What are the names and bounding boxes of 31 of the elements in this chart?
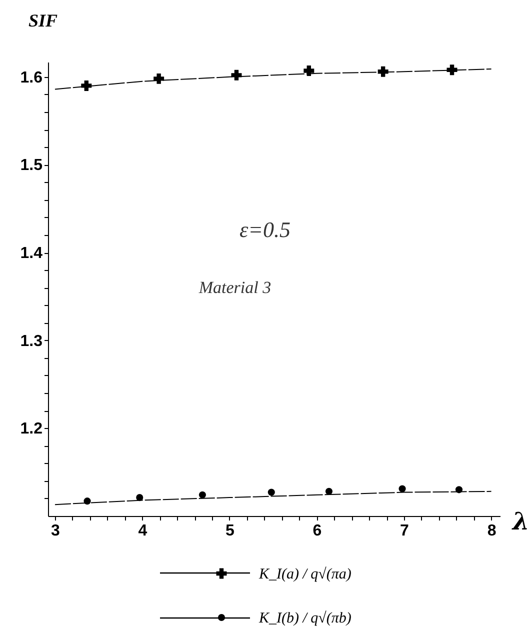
point <box>398 485 406 492</box>
annotation: ε=0.5 <box>239 217 291 242</box>
y-axis-title: SIF <box>28 10 58 30</box>
x-tick-label: 4 <box>138 522 148 540</box>
point <box>378 66 388 77</box>
point <box>136 494 144 502</box>
point <box>84 498 91 505</box>
x-axis-title: λ <box>512 506 530 536</box>
legend-label: K_I(a) / q√(πa) <box>258 566 352 582</box>
point <box>231 70 242 80</box>
legend-label: K_I(b) / q√(πb) <box>258 610 352 626</box>
x-tick-label: 3 <box>51 522 60 540</box>
annotation: Material 3 <box>198 278 272 297</box>
y-tick-label: 1.3 <box>20 332 43 350</box>
x-tick-label: 5 <box>226 522 235 540</box>
point <box>268 488 275 496</box>
point <box>198 491 206 498</box>
point <box>81 80 92 91</box>
x-tick-label: 8 <box>487 522 496 540</box>
x-tick-label: 7 <box>400 522 410 540</box>
x-tick-label: 6 <box>312 522 322 540</box>
y-tick-label: 1.2 <box>20 420 43 438</box>
point <box>455 486 463 494</box>
y-tick-label: 1.4 <box>20 245 43 262</box>
y-tick-label: 1.6 <box>20 69 43 86</box>
y-tick-label: 1.5 <box>20 157 43 174</box>
line-series <box>54 68 492 90</box>
point <box>325 488 333 495</box>
point <box>304 66 314 76</box>
point <box>154 73 164 84</box>
point <box>446 64 458 76</box>
